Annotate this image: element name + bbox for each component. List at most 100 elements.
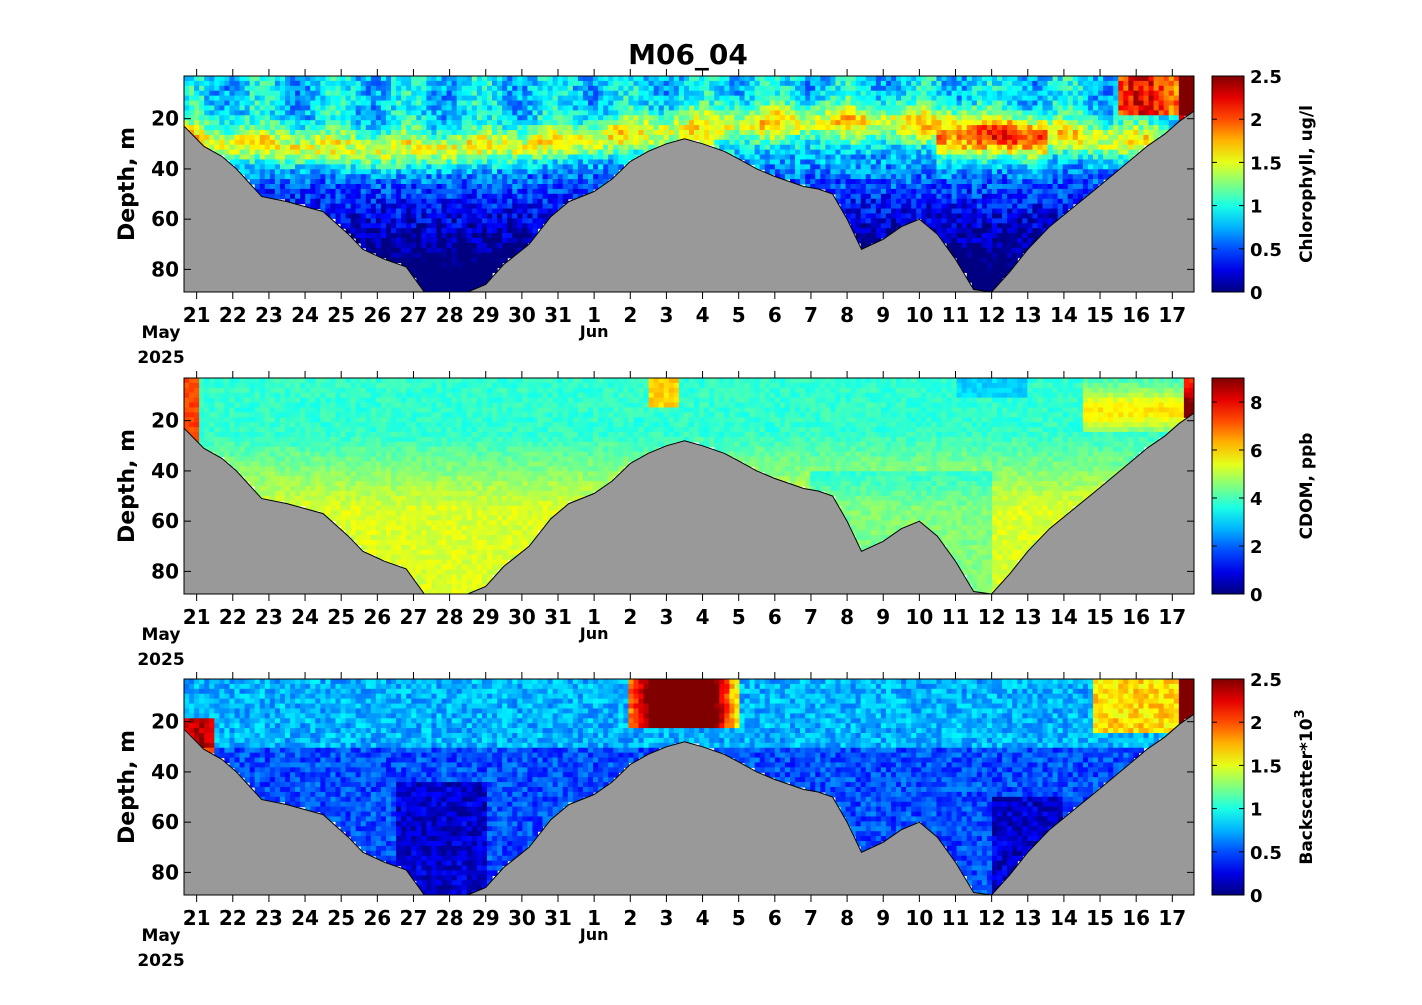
heatmap-cell	[300, 125, 306, 131]
heatmap-cell	[386, 184, 392, 190]
heatmap-cell	[461, 110, 468, 116]
heatmap-cell	[603, 179, 609, 185]
heatmap-cell	[961, 144, 968, 151]
heatmap-cell	[305, 105, 311, 111]
heatmap-cell	[401, 125, 407, 131]
heatmap-cell	[492, 154, 498, 161]
heatmap-cell	[840, 193, 847, 200]
heatmap-cell	[951, 95, 958, 102]
heatmap-cell	[214, 110, 220, 116]
heatmap-cell	[290, 174, 296, 180]
heatmap-cell	[1047, 169, 1054, 175]
heatmap-cell	[386, 159, 392, 165]
heatmap-cell	[254, 95, 261, 102]
heatmap-cell	[1067, 85, 1074, 92]
heatmap-cell	[845, 169, 852, 175]
heatmap-cell	[840, 198, 847, 205]
heatmap-cell	[577, 184, 584, 190]
heatmap-cell	[764, 90, 771, 97]
heatmap-cell	[380, 223, 387, 229]
heatmap-cell	[588, 144, 594, 151]
heatmap-cell	[926, 76, 932, 82]
heatmap-cell	[476, 130, 483, 136]
heatmap-cell	[966, 238, 973, 244]
heatmap-cell	[951, 238, 958, 244]
heatmap-cell	[749, 144, 756, 151]
heatmap-cell	[956, 169, 963, 175]
heatmap-cell	[582, 144, 589, 151]
heatmap-cell	[1062, 125, 1069, 131]
heatmap-cell	[1032, 120, 1039, 126]
heatmap-cell	[436, 233, 443, 239]
heatmap-cell	[1042, 164, 1049, 170]
heatmap-cell	[476, 100, 483, 107]
heatmap-cell	[335, 149, 342, 156]
heatmap-cell	[946, 85, 953, 92]
heatmap-cell	[774, 90, 781, 97]
heatmap-cell	[603, 159, 609, 165]
heatmap-cell	[492, 262, 498, 269]
heatmap-cell	[401, 233, 407, 239]
heatmap-cell	[360, 228, 367, 234]
heatmap-cell	[370, 223, 377, 229]
heatmap-cell	[885, 208, 892, 215]
heatmap-cell	[976, 174, 983, 180]
heatmap-cell	[704, 85, 710, 92]
heatmap-cell	[643, 115, 650, 121]
heatmap-cell	[234, 149, 241, 156]
heatmap-cell	[961, 139, 968, 146]
heatmap-cell	[436, 110, 443, 116]
heatmap-cell	[285, 154, 291, 161]
heatmap-cell	[204, 115, 210, 121]
heatmap-cell	[345, 179, 352, 185]
heatmap-cell	[305, 184, 311, 190]
heatmap-cell	[800, 159, 806, 165]
heatmap-cell	[466, 282, 473, 288]
heatmap-cell	[911, 130, 917, 136]
heatmap-cell	[537, 130, 544, 136]
heatmap-cell	[916, 193, 922, 200]
heatmap-cell	[492, 100, 498, 107]
heatmap-cell	[345, 134, 352, 141]
heatmap-cell	[370, 188, 377, 195]
heatmap-cell	[320, 154, 326, 161]
heatmap-cell	[492, 80, 498, 87]
heatmap-cell	[1022, 154, 1028, 161]
heatmap-cell	[451, 76, 458, 82]
heatmap-cell	[744, 120, 751, 126]
heatmap-cell	[502, 149, 508, 156]
heatmap-cell	[199, 120, 205, 126]
heatmap-cell	[855, 134, 862, 141]
heatmap-cell	[471, 218, 478, 224]
heatmap-cell	[315, 184, 321, 190]
heatmap-cell	[456, 262, 463, 269]
heatmap-cell	[613, 149, 619, 156]
heatmap-cell	[360, 169, 367, 175]
heatmap-cell	[724, 115, 730, 121]
heatmap-cell	[734, 110, 741, 116]
heatmap-cell	[375, 115, 382, 121]
heatmap-cell	[547, 184, 554, 190]
heatmap-cell	[406, 179, 412, 185]
heatmap-cell	[431, 233, 438, 239]
heatmap-cell	[562, 159, 569, 165]
heatmap-cell	[956, 159, 963, 165]
heatmap-cell	[1002, 193, 1008, 200]
heatmap-cell	[880, 208, 887, 215]
heatmap-cell	[239, 125, 246, 131]
heatmap-cell	[860, 144, 867, 151]
heatmap-cell	[350, 130, 357, 136]
heatmap-cell	[466, 169, 473, 175]
heatmap-cell	[310, 120, 316, 126]
heatmap-cell	[891, 164, 897, 170]
heatmap-cell	[471, 203, 478, 210]
heatmap-cell	[421, 144, 427, 151]
heatmap-cell	[749, 76, 756, 82]
heatmap-cell	[830, 130, 837, 136]
heatmap-cell	[1012, 130, 1018, 136]
heatmap-cell	[784, 80, 791, 87]
heatmap-cell	[552, 144, 559, 151]
heatmap-cell	[396, 90, 402, 97]
heatmap-cell	[421, 120, 427, 126]
heatmap-cell	[416, 85, 422, 92]
